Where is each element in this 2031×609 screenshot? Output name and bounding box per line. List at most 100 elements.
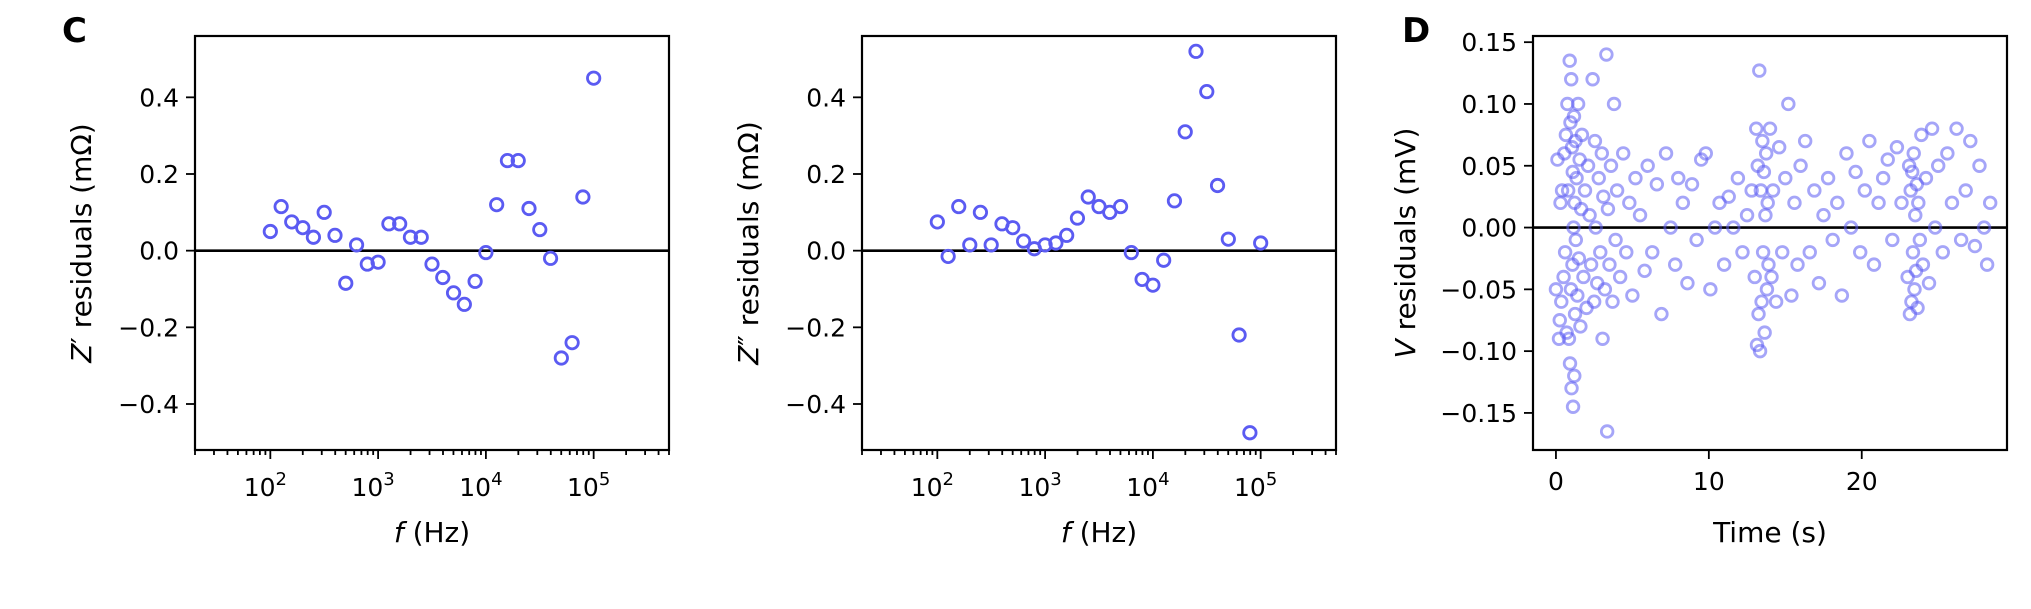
data-point — [327, 227, 343, 243]
y-tick-label: 0.4 — [806, 83, 846, 112]
y-axis-label: Z′ residuals (mΩ) — [65, 123, 98, 363]
data-point — [1807, 183, 1822, 198]
data-point — [1739, 207, 1755, 223]
data-point — [1628, 170, 1643, 186]
data-point — [1721, 189, 1736, 204]
data-point — [1552, 313, 1567, 328]
data-point — [478, 244, 494, 261]
data-point — [1908, 207, 1923, 223]
data-point — [1894, 195, 1909, 211]
data-point — [1752, 343, 1768, 359]
data-point — [575, 189, 591, 205]
y-tick-label: 0.10 — [1461, 90, 1517, 119]
data-point — [1953, 232, 1969, 248]
data-point — [1684, 177, 1700, 192]
data-point — [1958, 183, 1973, 198]
data-point — [456, 296, 472, 312]
data-point — [1825, 232, 1840, 248]
data-point — [1675, 195, 1691, 211]
data-point — [1940, 146, 1955, 161]
data-point — [370, 254, 386, 270]
y-axis-label: Z″ residuals (mΩ) — [732, 121, 765, 366]
data-point — [1967, 238, 1983, 254]
x-tick-label: 20 — [1846, 467, 1878, 496]
data-point — [1757, 325, 1772, 340]
data-point — [1562, 356, 1578, 371]
data-point — [1671, 170, 1686, 186]
data-point — [305, 229, 322, 245]
data-point — [1820, 170, 1836, 186]
data-point — [962, 237, 978, 253]
plot-frame — [1531, 34, 2009, 452]
data-point — [1166, 193, 1183, 209]
data-point — [1608, 232, 1623, 248]
data-point — [1558, 127, 1574, 143]
data-point — [1548, 282, 1564, 297]
x-tick-label: 102 — [911, 469, 954, 502]
data-point — [1654, 306, 1669, 322]
data-point — [467, 273, 483, 289]
data-point — [1703, 282, 1718, 297]
data-point — [1209, 177, 1226, 194]
data-point — [1569, 170, 1584, 186]
data-point — [1637, 263, 1652, 279]
data-point — [1848, 164, 1863, 180]
data-point — [1885, 232, 1900, 248]
data-point — [1784, 288, 1799, 303]
data-point — [972, 204, 989, 220]
data-point — [1921, 275, 1937, 291]
data-point — [1242, 425, 1258, 441]
data-point — [983, 237, 999, 253]
data-point — [1761, 257, 1776, 272]
data-point — [1145, 277, 1161, 293]
data-point — [1594, 146, 1610, 161]
panel-letter-d: D — [1402, 11, 1430, 51]
data-point — [1582, 207, 1597, 223]
data-point — [1760, 195, 1775, 211]
data-point — [1935, 245, 1950, 260]
x-axis-label: f (Hz) — [394, 516, 470, 549]
x-tick-label: 105 — [567, 469, 610, 502]
data-point — [1658, 146, 1674, 161]
data-point — [1561, 331, 1577, 346]
data-point — [1790, 257, 1805, 272]
data-point — [1830, 195, 1845, 211]
data-point — [1583, 257, 1599, 272]
data-point — [1605, 294, 1620, 309]
data-point — [521, 200, 537, 217]
data-point — [1949, 121, 1964, 136]
data-point — [1640, 158, 1655, 173]
data-point — [1599, 47, 1614, 62]
y-tick-label: 0.00 — [1461, 214, 1517, 243]
data-point — [1577, 183, 1593, 198]
data-point — [1123, 244, 1139, 261]
data-point — [381, 216, 397, 232]
y-tick-label: 0.15 — [1461, 28, 1517, 57]
data-point — [1778, 170, 1793, 186]
y-tick-label: −0.15 — [1440, 399, 1517, 428]
data-point — [1667, 257, 1683, 272]
data-point — [1972, 158, 1987, 173]
data-point — [1593, 245, 1608, 260]
data-point — [1862, 133, 1877, 149]
data-point — [1907, 282, 1922, 297]
data-point — [1758, 146, 1774, 161]
x-tick-label: 103 — [1018, 469, 1061, 502]
data-point — [1253, 235, 1269, 251]
x-axis-label: Time (s) — [1712, 516, 1827, 549]
data-point — [1177, 124, 1193, 140]
y-axis-label: V residuals (mV) — [1389, 128, 1422, 359]
data-point — [1875, 170, 1891, 186]
data-point — [1573, 319, 1588, 334]
data-point — [586, 70, 602, 86]
y-tick-label: 0.2 — [806, 160, 846, 189]
data-point — [262, 223, 278, 240]
panel-letter-c: C — [62, 11, 87, 51]
x-axis-label: f (Hz) — [1061, 516, 1137, 549]
data-point — [1567, 306, 1583, 322]
data-point — [1756, 164, 1772, 180]
data-point — [1603, 158, 1619, 173]
data-point — [1910, 300, 1925, 316]
data-point — [1557, 245, 1573, 260]
y-tick-label: 0.4 — [139, 83, 179, 112]
